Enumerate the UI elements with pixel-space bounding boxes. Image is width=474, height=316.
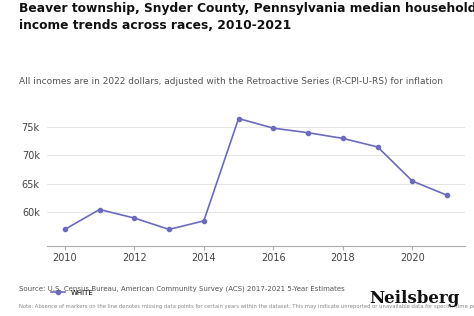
Legend: WHITE: WHITE [51,290,93,296]
Text: Neilsberg: Neilsberg [369,289,460,307]
Text: All incomes are in 2022 dollars, adjusted with the Retroactive Series (R-CPI-U-R: All incomes are in 2022 dollars, adjuste… [19,77,443,86]
Text: Source: U.S. Census Bureau, American Community Survey (ACS) 2017-2021 5-Year Est: Source: U.S. Census Bureau, American Com… [19,286,345,292]
Text: Note: Absence of markers on the line denotes missing data points for certain yea: Note: Absence of markers on the line den… [19,304,474,309]
Text: Beaver township, Snyder County, Pennsylvania median household
income trends acro: Beaver township, Snyder County, Pennsylv… [19,2,474,32]
